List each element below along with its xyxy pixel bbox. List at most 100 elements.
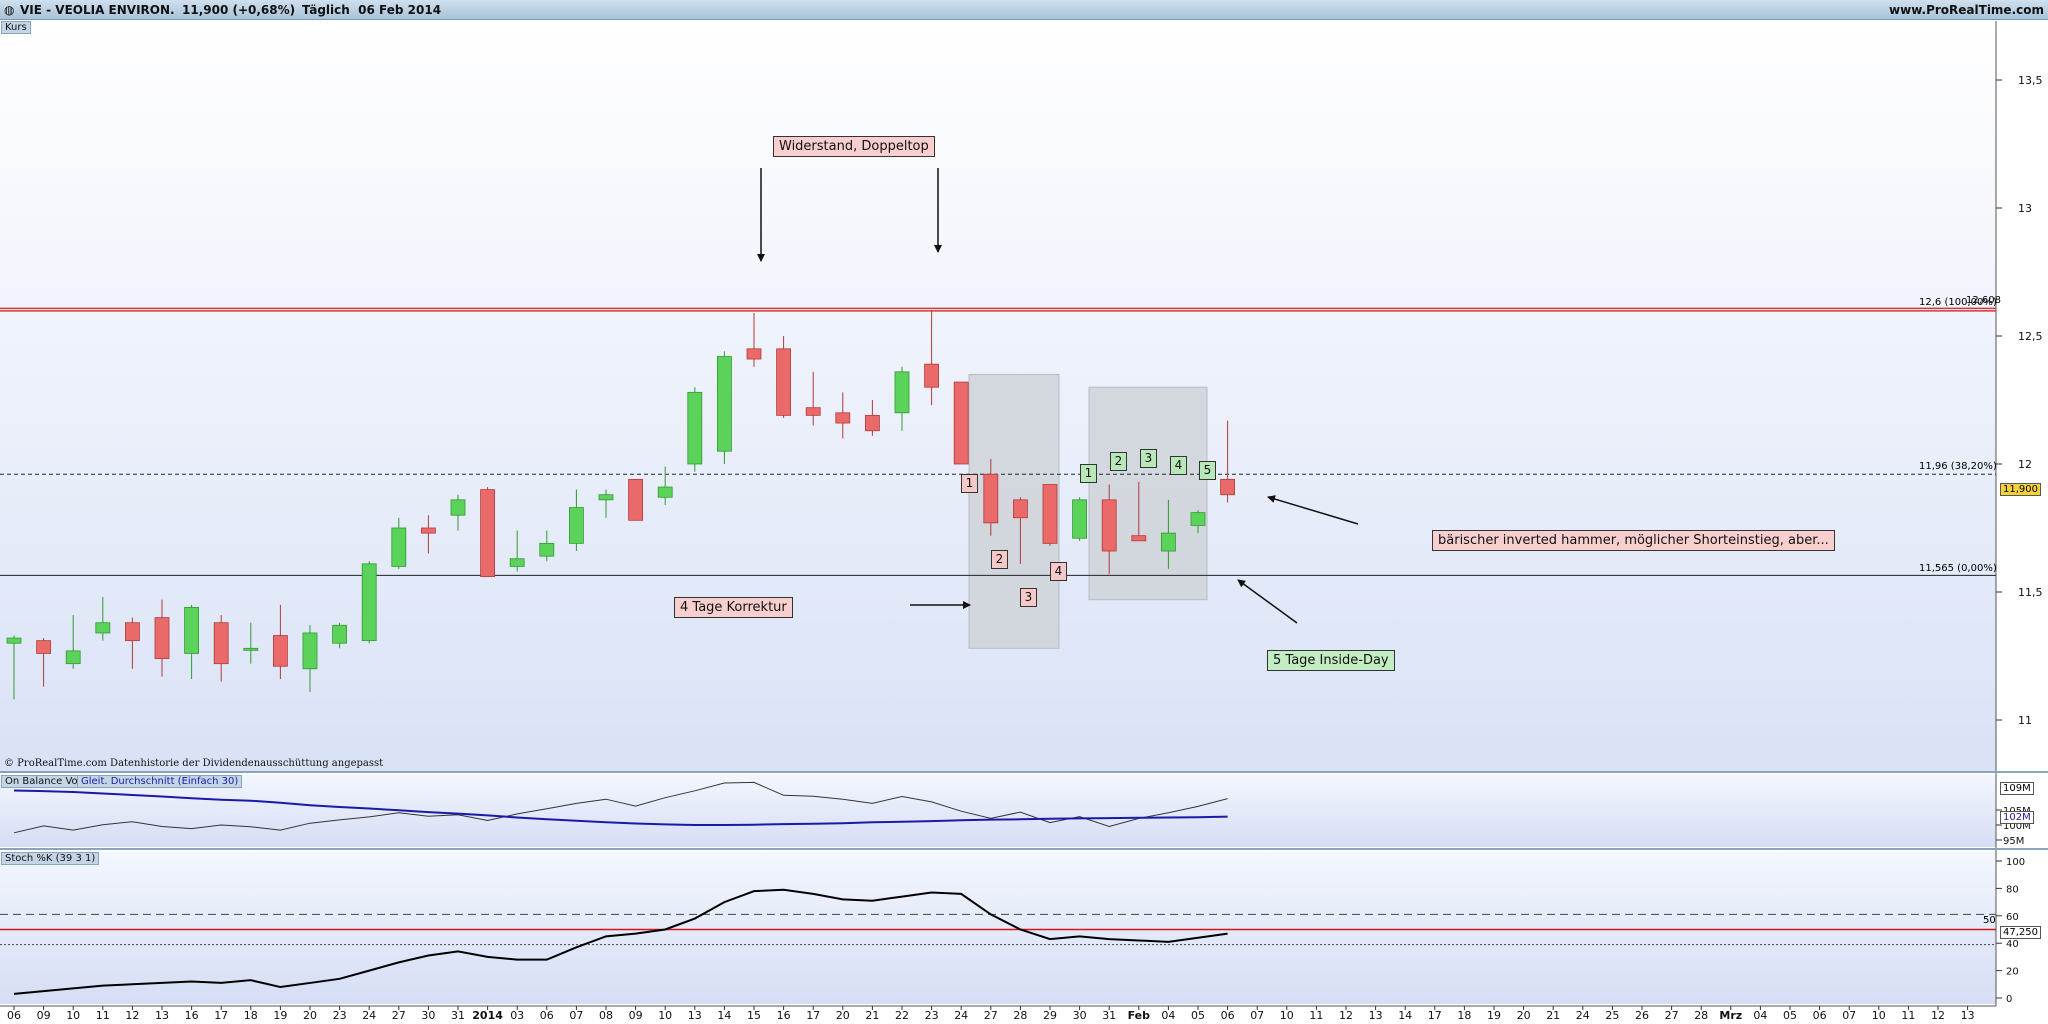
candle-body xyxy=(776,348,791,416)
x-tick-label: 19 xyxy=(1487,1009,1501,1022)
x-tick-label: 21 xyxy=(1546,1009,1560,1022)
candle-body xyxy=(420,527,436,534)
x-tick-label: 12 xyxy=(1931,1009,1945,1022)
candle-body xyxy=(953,381,969,465)
x-tick-label: 14 xyxy=(717,1009,731,1022)
x-tick-label: 16 xyxy=(185,1009,199,1022)
x-tick-label: 10 xyxy=(66,1009,80,1022)
x-tick-label: 12 xyxy=(1339,1009,1353,1022)
x-tick-label: 19 xyxy=(273,1009,287,1022)
x-tick-label: 07 xyxy=(1250,1009,1264,1022)
obv-panel-bg xyxy=(0,775,1996,847)
candle-body xyxy=(1190,512,1206,526)
x-tick-label: 23 xyxy=(925,1009,939,1022)
candle-body xyxy=(272,635,288,667)
x-tick-label: 10 xyxy=(1280,1009,1294,1022)
korrektur-number-4: 4 xyxy=(1050,562,1067,581)
fib38-label: 11,96 (38,20%) xyxy=(1919,461,1997,472)
x-tick-label: 17 xyxy=(214,1009,228,1022)
x-tick-label: 03 xyxy=(510,1009,524,1022)
x-tick-label: 24 xyxy=(1576,1009,1590,1022)
x-tick-label: 17 xyxy=(806,1009,820,1022)
candle-body xyxy=(154,617,170,659)
obv-line xyxy=(13,781,1228,834)
footnote: © ProRealTime.com Datenhistorie der Divi… xyxy=(4,758,384,769)
x-tick-label: 25 xyxy=(1605,1009,1619,1022)
candle-body xyxy=(509,558,525,567)
candle-body xyxy=(1042,484,1058,544)
candle-body xyxy=(1072,499,1087,539)
price-y-tick-label: 12 xyxy=(2018,458,2032,471)
candle-body xyxy=(1013,499,1028,519)
price-y-tick-label: 13,5 xyxy=(2018,74,2043,87)
candle-body xyxy=(332,624,348,644)
x-tick-label: 27 xyxy=(392,1009,406,1022)
x-tick-label: 23 xyxy=(333,1009,347,1022)
inside-number-4: 4 xyxy=(1170,456,1187,475)
x-tick-label: 28 xyxy=(1694,1009,1708,1022)
candle-body xyxy=(924,363,939,388)
x-tick-label: Mrz xyxy=(1719,1009,1742,1022)
candle-body xyxy=(717,356,732,452)
x-tick-label: 28 xyxy=(1013,1009,1027,1022)
x-tick-label: 30 xyxy=(421,1009,435,1022)
fib100-label: 12,6 (100,00%) xyxy=(1919,297,1997,308)
x-tick-label: 05 xyxy=(1783,1009,1797,1022)
stoch-panel-bg xyxy=(0,852,1996,1004)
x-tick-label: 06 xyxy=(7,1009,21,1022)
x-tick-label: 06 xyxy=(540,1009,554,1022)
stoch-y-tick-label: 20 xyxy=(2006,967,2019,978)
x-tick-label: 08 xyxy=(599,1009,613,1022)
ticker-title: VIE - VEOLIA ENVIRON. xyxy=(20,3,175,17)
stoch-y-tick-label: 0 xyxy=(2006,994,2012,1005)
x-tick-label: 14 xyxy=(1398,1009,1412,1022)
x-tick-label: 20 xyxy=(303,1009,317,1022)
x-tick-label: 30 xyxy=(1073,1009,1087,1022)
period-date: Täglich 06 Feb 2014 xyxy=(302,3,442,17)
x-tick-label: 18 xyxy=(244,1009,258,1022)
fib0-label: 11,565 (0,00%) xyxy=(1919,563,1997,574)
price-panel-label: Kurs xyxy=(1,21,31,34)
candle-body xyxy=(95,622,111,634)
site-url[interactable]: www.ProRealTime.com xyxy=(1889,3,2044,17)
candle-body xyxy=(6,637,22,644)
candle-body xyxy=(628,478,643,521)
candle-body xyxy=(243,647,259,651)
candle-body xyxy=(1220,478,1235,496)
stoch-y-tick-label: 60 xyxy=(2006,912,2019,923)
x-tick-label: 13 xyxy=(688,1009,702,1022)
candle-body xyxy=(983,473,999,524)
candle-body xyxy=(480,489,496,578)
x-tick-label: 24 xyxy=(362,1009,376,1022)
korrektur-annotation: 4 Tage Korrektur xyxy=(674,597,793,618)
candle-body xyxy=(1131,535,1147,542)
x-tick-label: 24 xyxy=(954,1009,968,1022)
obv-badge: 109M xyxy=(2000,782,2034,795)
x-tick-label: 10 xyxy=(1872,1009,1886,1022)
x-tick-label: 10 xyxy=(658,1009,672,1022)
obv-ma-badge: 102M xyxy=(2000,811,2034,824)
candle-body xyxy=(569,507,584,544)
x-tick-label: 06 xyxy=(1221,1009,1235,1022)
x-tick-label: 22 xyxy=(895,1009,909,1022)
obv-panel-label: On Balance Vol xyxy=(1,775,85,788)
hammer-arrow xyxy=(1267,495,1359,525)
obv-y-tick-label: 95M xyxy=(2003,836,2024,847)
x-tick-label: 20 xyxy=(836,1009,850,1022)
x-tick-label: 31 xyxy=(1102,1009,1116,1022)
x-tick-label: 29 xyxy=(1043,1009,1057,1022)
x-tick-label: 27 xyxy=(984,1009,998,1022)
last-price-badge: 11,900 xyxy=(2000,483,2041,496)
candle-body xyxy=(865,414,880,432)
candle-body xyxy=(213,622,229,665)
candle-body xyxy=(687,391,703,465)
candle-body xyxy=(805,407,821,416)
stoch-panel-label: Stoch %K (39 3 1) xyxy=(1,852,100,865)
stoch-mid-label: 50 xyxy=(1983,915,1996,926)
x-tick-label: 05 xyxy=(1191,1009,1205,1022)
x-tick-label: 12 xyxy=(125,1009,139,1022)
x-tick-label: 11 xyxy=(1309,1009,1323,1022)
stoch-y-tick-label: 80 xyxy=(2006,884,2019,895)
x-tick-label: 11 xyxy=(96,1009,110,1022)
